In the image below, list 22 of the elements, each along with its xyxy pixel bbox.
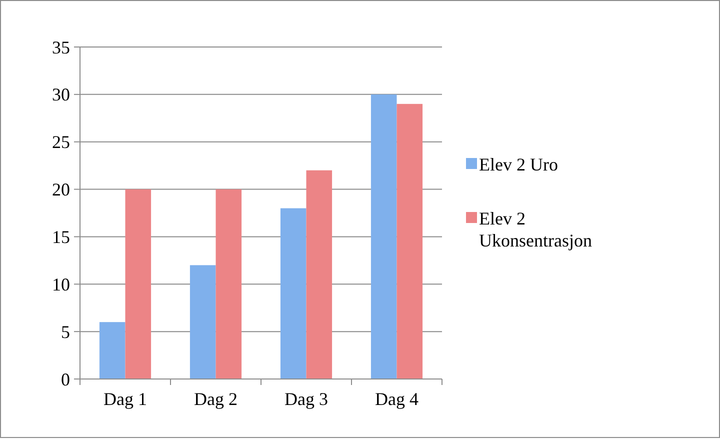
x-tick-label: Dag 3 bbox=[284, 389, 328, 409]
y-tick-label: 15 bbox=[52, 227, 70, 248]
x-tick-label: Dag 4 bbox=[375, 389, 418, 409]
y-tick-label: 25 bbox=[52, 132, 70, 152]
y-tick-label: 30 bbox=[52, 84, 70, 105]
bar bbox=[396, 104, 423, 379]
bar bbox=[190, 265, 216, 379]
y-tick-label: 35 bbox=[52, 37, 70, 58]
bar bbox=[306, 170, 332, 379]
y-tick-label: 5 bbox=[61, 322, 70, 342]
x-tick-label: Dag 2 bbox=[194, 389, 238, 409]
y-tick-label: 0 bbox=[61, 369, 70, 390]
bar bbox=[99, 322, 126, 379]
legend-label: Elev 2 Ukonsentrasjon bbox=[479, 208, 592, 250]
bar bbox=[370, 94, 397, 379]
y-tick-label: 10 bbox=[52, 274, 70, 294]
y-tick-label: 20 bbox=[52, 180, 70, 200]
bar bbox=[280, 208, 306, 379]
bar bbox=[216, 189, 242, 379]
bar bbox=[125, 189, 152, 379]
legend-label: Elev 2 Uro bbox=[479, 154, 558, 174]
x-tick-label: Dag 1 bbox=[104, 389, 147, 409]
